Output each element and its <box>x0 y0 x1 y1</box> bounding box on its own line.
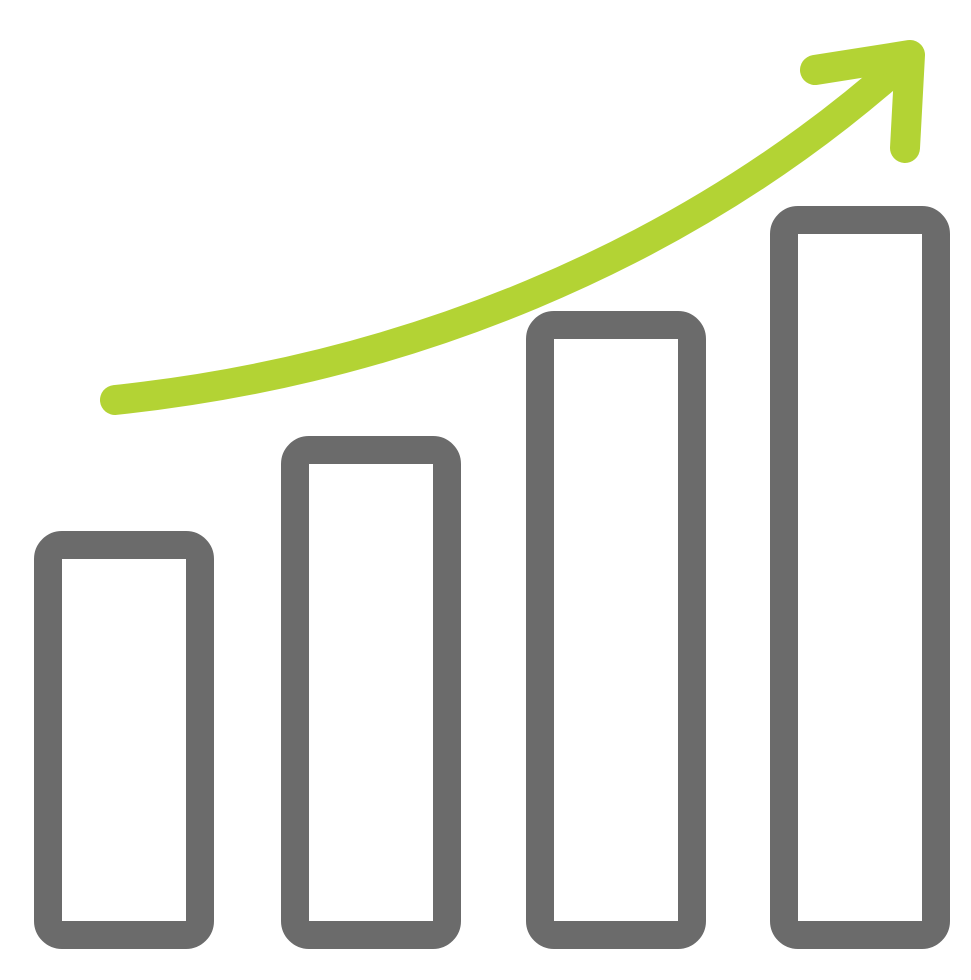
bar-3 <box>540 325 692 935</box>
bars-group <box>48 220 936 935</box>
bar-4 <box>784 220 936 935</box>
bar-2 <box>295 450 447 935</box>
growth-chart-icon <box>0 0 971 980</box>
bar-1 <box>48 545 200 935</box>
